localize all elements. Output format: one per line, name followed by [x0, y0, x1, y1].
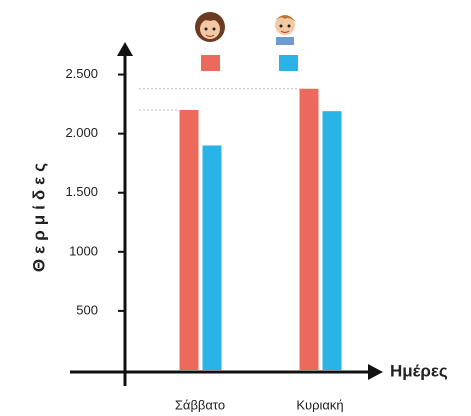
- legend-icon-boy: [274, 15, 296, 45]
- y-tick-label: 500: [76, 302, 98, 317]
- x-axis-label: Ημέρες: [390, 361, 448, 380]
- x-tick-label: Κυριακή: [296, 397, 343, 412]
- y-tick-label: 2.500: [65, 66, 98, 81]
- y-axis-arrow: [117, 42, 133, 56]
- bar: [322, 111, 342, 370]
- y-tick-label: 2.000: [65, 125, 98, 140]
- legend-swatch: [201, 55, 220, 71]
- y-tick-label: 1000: [69, 243, 98, 258]
- bar: [179, 110, 199, 370]
- x-tick-label: Σάββατο: [175, 397, 225, 412]
- y-tick-label: 1.500: [65, 184, 98, 199]
- legend-icon-girl: [195, 12, 225, 42]
- bar: [299, 88, 319, 371]
- x-axis-arrow: [368, 364, 383, 380]
- bar: [202, 145, 222, 370]
- y-axis-label: Θερμίδες: [29, 158, 48, 272]
- legend-swatch: [279, 55, 298, 71]
